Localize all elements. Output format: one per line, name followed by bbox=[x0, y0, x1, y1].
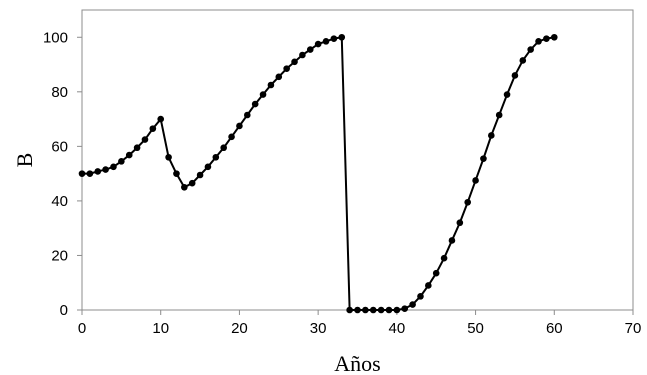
x-axis-title: Años bbox=[334, 351, 380, 375]
data-point bbox=[141, 136, 149, 143]
data-point bbox=[196, 171, 204, 179]
data-point bbox=[527, 46, 534, 53]
y-tick-label: 20 bbox=[51, 247, 68, 264]
data-point bbox=[102, 166, 109, 173]
data-point bbox=[448, 237, 456, 244]
x-tick-label: 70 bbox=[625, 320, 642, 337]
data-point bbox=[212, 153, 220, 161]
data-point bbox=[432, 269, 440, 277]
plot-area-frame bbox=[81, 9, 634, 311]
series-line bbox=[82, 36, 555, 311]
data-point bbox=[220, 144, 227, 152]
x-tick-label: 50 bbox=[467, 320, 484, 337]
x-tick-label: 20 bbox=[231, 320, 248, 337]
data-point bbox=[306, 46, 314, 53]
data-point bbox=[204, 163, 212, 171]
y-tick-label: 100 bbox=[43, 29, 68, 46]
data-point bbox=[251, 100, 259, 108]
data-point bbox=[188, 179, 196, 187]
data-point bbox=[456, 219, 464, 227]
x-tick-label: 10 bbox=[152, 320, 169, 337]
y-tick-label: 60 bbox=[51, 138, 68, 155]
data-point bbox=[495, 111, 503, 119]
x-tick-label: 60 bbox=[546, 320, 563, 337]
data-point bbox=[330, 35, 338, 42]
series-layer bbox=[78, 33, 558, 314]
data-point bbox=[354, 306, 361, 314]
y-tick-label: 0 bbox=[60, 302, 68, 319]
y-tick-label: 40 bbox=[51, 193, 68, 210]
data-point bbox=[488, 132, 495, 139]
data-point bbox=[377, 306, 385, 314]
data-point bbox=[110, 163, 117, 171]
data-point bbox=[173, 170, 180, 177]
data-point bbox=[259, 91, 267, 98]
data-point bbox=[149, 125, 157, 132]
data-point bbox=[244, 111, 251, 119]
x-tick-label: 0 bbox=[78, 320, 86, 337]
x-tick-label: 40 bbox=[389, 320, 406, 337]
data-point bbox=[393, 306, 401, 314]
data-point bbox=[511, 72, 519, 79]
data-point bbox=[181, 183, 188, 191]
data-point bbox=[385, 306, 393, 314]
data-point bbox=[346, 306, 353, 314]
data-point bbox=[228, 133, 235, 141]
data-point bbox=[543, 35, 550, 42]
data-point bbox=[480, 155, 487, 162]
data-point bbox=[94, 168, 102, 175]
y-axis-title: B bbox=[12, 153, 37, 168]
data-point bbox=[157, 115, 165, 123]
data-point bbox=[338, 33, 346, 41]
y-tick-label: 80 bbox=[51, 84, 68, 101]
data-point bbox=[165, 153, 172, 161]
data-point bbox=[118, 158, 125, 165]
data-point bbox=[369, 306, 377, 314]
x-tick-label: 30 bbox=[310, 320, 327, 337]
data-point bbox=[362, 306, 369, 314]
data-point bbox=[417, 293, 424, 300]
data-point bbox=[267, 81, 275, 89]
data-point bbox=[464, 198, 472, 206]
data-point bbox=[283, 65, 290, 72]
data-point bbox=[503, 91, 511, 98]
data-point bbox=[125, 151, 133, 159]
data-point bbox=[440, 254, 448, 262]
data-point bbox=[472, 177, 479, 184]
data-point bbox=[78, 170, 86, 177]
data-point bbox=[322, 38, 330, 45]
data-point bbox=[314, 40, 322, 48]
data-point bbox=[550, 33, 558, 41]
data-point bbox=[86, 170, 94, 177]
data-point bbox=[425, 282, 432, 289]
data-point bbox=[401, 305, 409, 312]
data-point bbox=[409, 301, 416, 308]
data-point bbox=[519, 57, 527, 64]
data-point bbox=[299, 51, 306, 59]
data-point bbox=[133, 144, 141, 152]
data-point bbox=[291, 58, 298, 66]
data-point bbox=[236, 122, 243, 130]
data-point bbox=[535, 38, 542, 45]
data-point bbox=[275, 73, 283, 81]
